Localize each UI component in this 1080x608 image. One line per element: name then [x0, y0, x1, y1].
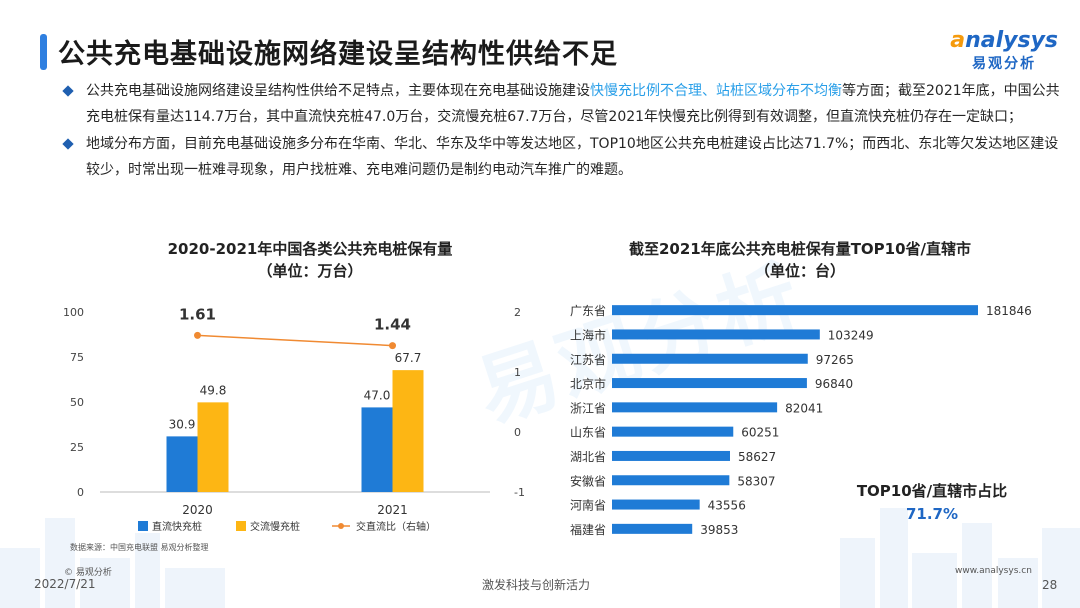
- hbar-value-label: 181846: [986, 304, 1032, 318]
- line-point: [194, 331, 201, 339]
- x-tick-label: 2021: [377, 503, 408, 517]
- hbar: [612, 402, 778, 413]
- legend-swatch: [236, 521, 246, 531]
- y2-tick-label: 2: [514, 306, 521, 319]
- y-tick-label: 100: [63, 306, 84, 319]
- left-chart-title-line1: 2020-2021年中国各类公共充电桩保有量: [167, 240, 453, 258]
- bar-data-label: 47.0: [364, 388, 391, 402]
- legend-swatch: [138, 521, 148, 531]
- legend-label: 交直流比（右轴）: [356, 520, 436, 533]
- title-accent-bar: [40, 34, 47, 70]
- bullet-item: 公共充电基础设施网络建设呈结构性供给不足特点，主要体现在充电基础设施建设快慢充比…: [62, 78, 1062, 130]
- share-box: TOP10省/直辖市占比 71.7%: [842, 480, 1022, 523]
- copyright: © 易观分析: [64, 568, 112, 578]
- bar: [392, 370, 424, 492]
- logo-wordmark: analysys: [950, 28, 1058, 53]
- right-chart: 广东省 181846 上海市 103249 江苏省 97265 北京市 96840 浙江省 820…: [570, 304, 1032, 537]
- category-label: 湖北省: [570, 449, 606, 464]
- hbar: [612, 450, 730, 461]
- logo-initial: a: [950, 28, 966, 53]
- right-chart-title: 截至2021年底公共充电桩保有量TOP10省/直辖市 （单位：台）: [600, 238, 1000, 282]
- bar: [166, 436, 198, 492]
- category-label: 河南省: [570, 498, 606, 513]
- y-tick-label: 50: [70, 396, 84, 409]
- category-label: 上海市: [570, 327, 606, 342]
- hbar: [612, 426, 734, 437]
- line-point: [389, 342, 396, 350]
- right-chart-title-line1: 截至2021年底公共充电桩保有量TOP10省/直辖市: [628, 240, 972, 258]
- hbar: [612, 378, 807, 389]
- left-chart: 0 25 50 75 100 -1 0 1 2 30.9 49.8 2020 47.0 67.7 2021 1…: [63, 305, 525, 533]
- footer-website: www.analysys.cn: [955, 566, 1032, 576]
- bar-data-label: 67.7: [395, 351, 422, 365]
- y2-tick-label: 1: [514, 366, 521, 379]
- bullet-text: 公共充电基础设施网络建设呈结构性供给不足特点，主要体现在充电基础设施建设: [86, 83, 590, 99]
- page-title: 公共充电基础设施网络建设呈结构性供给不足: [58, 39, 618, 70]
- hbar: [612, 475, 730, 486]
- y2-tick-label: -1: [514, 486, 525, 499]
- y-tick-label: 0: [77, 486, 84, 499]
- footer-slogan: 激发科技与创新活力: [482, 578, 591, 592]
- diamond-bullet-icon: [62, 138, 74, 150]
- hbar: [612, 523, 693, 534]
- logo-rest: nalysys: [965, 28, 1058, 53]
- page-number: 28: [1042, 578, 1058, 592]
- hbar-value-label: 58307: [737, 474, 775, 488]
- hbar-value-label: 96840: [815, 377, 853, 391]
- share-label: TOP10省/直辖市占比: [856, 482, 1008, 500]
- data-source: 数据来源：中国充电联盟 易观分析整理: [70, 543, 209, 552]
- bar-data-label: 30.9: [169, 417, 196, 431]
- line-data-label: 1.61: [179, 305, 216, 323]
- bar: [197, 402, 229, 492]
- hbar-value-label: 60251: [741, 426, 779, 440]
- category-label: 福建省: [570, 522, 606, 537]
- ratio-line: [197, 334, 393, 347]
- left-chart-title: 2020-2021年中国各类公共充电桩保有量 （单位：万台）: [130, 238, 490, 282]
- left-chart-title-line2: （单位：万台）: [257, 262, 363, 280]
- diamond-bullet-icon: [62, 85, 74, 97]
- bullet-item: 地域分布方面，目前充电基础设施多分布在华南、华北、华东及华中等发达地区，TOP1…: [62, 131, 1062, 183]
- bullet-text-tail: 等方面；截至2021年底，中国公共充电桩保有量达114.7万台，其中直流快充桩4…: [86, 83, 1060, 125]
- footer-date: 2022/7/21: [34, 577, 96, 591]
- category-label: 山东省: [570, 426, 606, 440]
- category-label: 北京市: [570, 376, 606, 391]
- category-label: 浙江省: [570, 401, 606, 415]
- legend-label: 直流快充桩: [152, 520, 202, 533]
- bar-data-label: 49.8: [200, 383, 227, 397]
- hbar: [612, 305, 978, 316]
- hbar-value-label: 58627: [738, 450, 776, 464]
- category-label: 广东省: [570, 304, 606, 318]
- hbar-value-label: 97265: [816, 353, 854, 367]
- hbar: [612, 353, 808, 364]
- hbar-value-label: 43556: [708, 499, 746, 513]
- y-tick-label: 75: [70, 351, 84, 364]
- brand-logo: analysys 易观分析: [950, 28, 1058, 73]
- hbar-value-label: 82041: [785, 401, 823, 415]
- share-value: 71.7%: [905, 505, 959, 523]
- y2-tick-label: 0: [514, 426, 521, 439]
- bullet-list: 公共充电基础设施网络建设呈结构性供给不足特点，主要体现在充电基础设施建设快慢充比…: [62, 78, 1062, 184]
- legend-label: 交流慢充桩: [250, 520, 300, 533]
- bullet-highlight: 快慢充比例不合理、站桩区域分布不均衡: [590, 83, 842, 99]
- y-tick-label: 25: [70, 441, 84, 454]
- hbar-value-label: 103249: [828, 328, 874, 342]
- bar: [361, 407, 393, 492]
- hbar: [612, 499, 700, 510]
- bullet-text: 地域分布方面，目前充电基础设施多分布在华南、华北、华东及华中等发达地区，TOP1…: [86, 136, 1059, 178]
- category-label: 安徽省: [570, 473, 606, 488]
- legend-point-swatch: [338, 523, 344, 529]
- hbar-value-label: 39853: [700, 523, 738, 537]
- x-tick-label: 2020: [182, 503, 213, 517]
- right-chart-title-line2: （单位：台）: [754, 262, 845, 280]
- hbar: [612, 329, 820, 340]
- line-data-label: 1.44: [374, 316, 411, 334]
- category-label: 江苏省: [570, 353, 606, 367]
- logo-chinese: 易观分析: [972, 56, 1037, 72]
